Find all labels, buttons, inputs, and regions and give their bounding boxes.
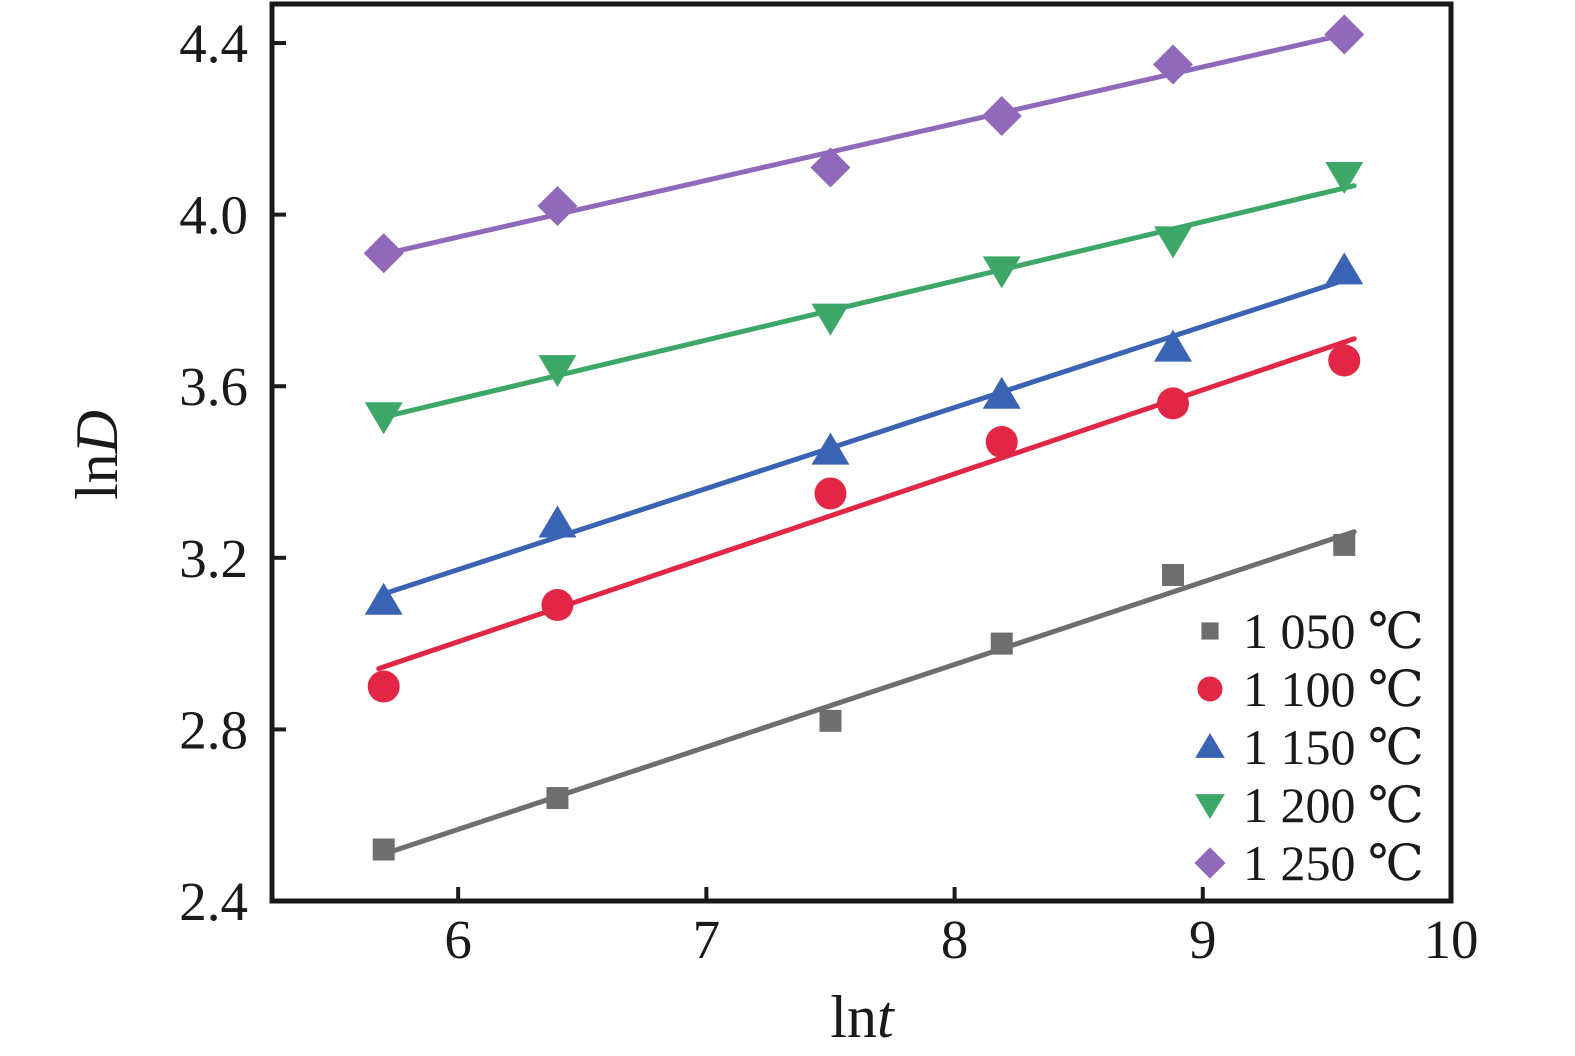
fit-line (376, 336, 1357, 672)
legend-row: 1 100 ℃ (1197, 661, 1424, 717)
fit-line (376, 183, 1357, 421)
legend-swatch-circle (1197, 676, 1223, 702)
y-axis-tick-label: 4.0 (179, 185, 248, 246)
legend-label: 1 250 ℃ (1243, 835, 1424, 891)
data-marker-triangle-down (1325, 162, 1364, 195)
data-marker-diamond (1153, 44, 1194, 85)
data-marker-diamond (363, 233, 404, 274)
x-axis-tick-label: 7 (693, 909, 721, 970)
x-axis-tick-label: 8 (941, 909, 969, 970)
chart-root: 6 7 8 9 102.42.83.23.64.04.41 050 ℃1 100 ℃1 … (179, 1, 1479, 970)
y-axis-tick-label: 3.6 (179, 356, 248, 417)
legend-row: 1 050 ℃ (1201, 603, 1424, 659)
data-marker-triangle-up (364, 582, 403, 615)
y-axis-tick-label: 2.4 (179, 871, 248, 932)
legend-row: 1 200 ℃ (1195, 777, 1424, 833)
legend: 1 050 ℃1 100 ℃1 150 ℃1 200 ℃1 250 ℃ (1194, 603, 1424, 891)
data-marker-triangle-down (1154, 226, 1193, 259)
data-marker-square (372, 838, 395, 861)
legend-label: 1 200 ℃ (1243, 777, 1424, 833)
series-triangle-up (364, 252, 1364, 615)
fit-line (376, 274, 1357, 599)
data-marker-diamond (810, 147, 851, 188)
data-marker-diamond (537, 186, 578, 227)
legend-row: 1 150 ℃ (1195, 719, 1424, 775)
legend-swatch-triangle-down (1195, 794, 1225, 820)
data-marker-triangle-up (811, 432, 850, 465)
legend-row: 1 250 ℃ (1194, 835, 1424, 891)
legend-swatch-square (1201, 622, 1219, 640)
data-marker-triangle-up (538, 505, 577, 538)
y-axis-tick-label: 4.4 (179, 13, 248, 74)
data-marker-triangle-down (982, 256, 1021, 289)
x-axis-tick-label: 10 (1424, 909, 1479, 970)
data-marker-diamond (1324, 14, 1365, 55)
data-marker-square (990, 632, 1013, 655)
y-axis-label: lnD (64, 410, 130, 500)
legend-label: 1 050 ℃ (1243, 603, 1424, 659)
fit-line (376, 29, 1357, 258)
x-axis-label: lnt (830, 984, 895, 1050)
legend-swatch-triangle-up (1195, 732, 1225, 758)
data-marker-square (819, 709, 842, 732)
x-axis-tick-label: 9 (1189, 909, 1217, 970)
legend-label: 1 150 ℃ (1243, 719, 1424, 775)
data-marker-circle (1328, 344, 1361, 377)
data-marker-square (1333, 533, 1356, 556)
legend-label: 1 100 ℃ (1243, 661, 1424, 717)
data-marker-circle (814, 477, 847, 510)
data-marker-circle (985, 425, 1018, 458)
series-diamond (363, 14, 1365, 274)
plot-border (269, 1, 1454, 904)
data-marker-diamond (981, 95, 1022, 136)
y-axis-tick-label: 2.8 (179, 699, 248, 760)
legend-swatch-diamond (1194, 847, 1226, 879)
fit-line (376, 529, 1357, 859)
series-circle (367, 336, 1361, 703)
series-triangle-down (364, 162, 1364, 435)
data-marker-square (1162, 563, 1185, 586)
data-marker-triangle-down (811, 303, 850, 336)
data-marker-circle (367, 670, 400, 703)
y-axis-tick-label: 3.2 (179, 528, 248, 589)
data-marker-circle (541, 589, 574, 622)
data-marker-triangle-down (364, 402, 403, 435)
series-square (372, 529, 1357, 861)
data-marker-square (546, 787, 569, 810)
data-marker-triangle-up (1325, 252, 1364, 285)
x-axis-tick-label: 6 (444, 909, 472, 970)
data-marker-triangle-down (538, 355, 577, 388)
data-marker-circle (1157, 387, 1190, 420)
data-marker-triangle-up (1154, 329, 1193, 362)
data-marker-triangle-up (982, 376, 1021, 409)
axis-ticks: 6 7 8 9 10 2.4 2.8 3.2 3.6 4.0 4.4 (179, 13, 1478, 970)
